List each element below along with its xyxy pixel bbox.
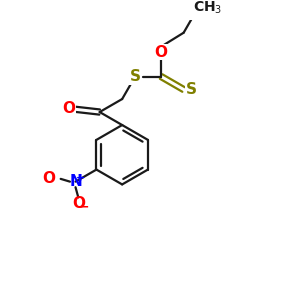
Text: O: O — [42, 171, 55, 186]
Text: S: S — [130, 69, 141, 84]
Text: O: O — [154, 45, 168, 60]
Text: O: O — [62, 101, 75, 116]
Text: N: N — [69, 174, 82, 189]
Text: +: + — [76, 173, 85, 183]
Text: S: S — [186, 82, 196, 97]
Text: −: − — [79, 200, 89, 213]
Text: O: O — [72, 196, 85, 211]
Text: CH$_3$: CH$_3$ — [193, 0, 222, 16]
